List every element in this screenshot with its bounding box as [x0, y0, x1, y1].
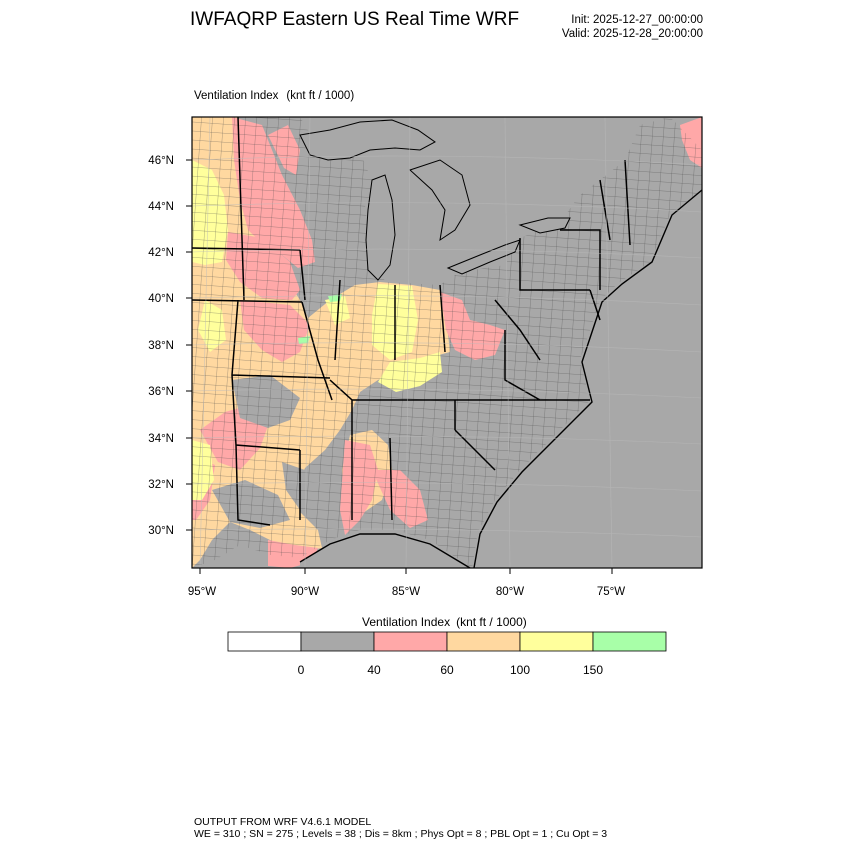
map-area [192, 117, 702, 568]
valid-time: Valid: 2025-12-28_20:00:00 [561, 28, 703, 40]
lake-ontario [518, 217, 571, 234]
init-time: Init: 2025-12-27_00:00:00 [571, 14, 703, 26]
state-boundaries [192, 117, 631, 526]
time-info: Init: 2025-12-27_00:00:00 Valid: 2025-12… [562, 13, 703, 41]
lat-label: 38°N [148, 340, 174, 352]
lat-label: 44°N [148, 201, 174, 213]
lake-erie [446, 239, 521, 275]
lon-ticks [199, 568, 613, 574]
lat-label: 30°N [148, 525, 174, 537]
colorbar-box [373, 631, 448, 652]
colorbar-label: 100 [509, 663, 531, 677]
colorbar-label: 60 [440, 663, 454, 677]
coastline [299, 189, 702, 568]
model-version: OUTPUT FROM WRF V4.6.1 MODEL [194, 816, 372, 828]
colorbar-box [227, 631, 302, 652]
colorbar-label: 0 [297, 663, 305, 677]
lon-label: 90°W [291, 586, 319, 598]
colorbar-box [446, 631, 521, 652]
model-info: OUTPUT FROM WRF V4.6.1 MODEL WE = 310 ; … [194, 816, 607, 840]
model-config: WE = 310 ; SN = 275 ; Levels = 38 ; Dis … [194, 828, 608, 840]
lat-label: 40°N [148, 293, 174, 305]
lat-label: 32°N [148, 479, 174, 491]
colorbar-label: 150 [582, 663, 604, 677]
field-units: (knt ft / 1000) [286, 90, 355, 102]
lon-label: 85°W [392, 586, 420, 598]
colorbar-box [592, 631, 667, 652]
colorbar-box [519, 631, 594, 652]
lake-huron [409, 159, 471, 242]
lon-label: 75°W [597, 586, 625, 598]
lat-ticks [186, 159, 192, 531]
lat-label: 34°N [148, 433, 174, 445]
colorbar-title: Ventilation Index (knt ft / 1000) [362, 615, 527, 629]
colorbar-field: Ventilation Index [362, 615, 451, 629]
lat-label: 42°N [148, 247, 174, 259]
colorbar-label: 40 [367, 663, 381, 677]
lon-label: 80°W [496, 586, 524, 598]
field-name: Ventilation Index [194, 90, 279, 102]
lat-label: 36°N [148, 386, 174, 398]
lon-label: 95°W [188, 586, 216, 598]
lat-label: 46°N [148, 155, 174, 167]
lake-michigan [365, 174, 396, 281]
colorbar-units: (knt ft / 1000) [456, 615, 527, 629]
atlantic-ocean [474, 190, 702, 568]
field-label: Ventilation Index (knt ft / 1000) [194, 90, 354, 102]
colorbar-box [300, 631, 375, 652]
chart-title: IWFAQRP Eastern US Real Time WRF [190, 9, 520, 30]
lake-superior [299, 119, 436, 161]
map-border [191, 116, 703, 569]
colorbar [227, 631, 667, 652]
gulf-of-mexico [300, 534, 470, 568]
graticule [192, 117, 702, 568]
